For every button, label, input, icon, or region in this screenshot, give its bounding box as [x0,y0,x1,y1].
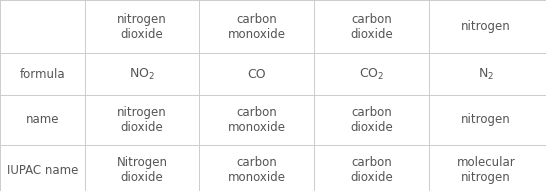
Text: molecular
nitrogen: molecular nitrogen [456,156,515,185]
Text: nitrogen
dioxide: nitrogen dioxide [117,106,167,134]
Text: IUPAC name: IUPAC name [7,164,78,177]
Text: carbon
dioxide: carbon dioxide [350,156,393,185]
Text: formula: formula [20,67,65,81]
Text: NO$_2$: NO$_2$ [129,66,155,82]
Text: CO$_2$: CO$_2$ [359,66,384,82]
Text: carbon
monoxide: carbon monoxide [228,13,286,41]
Text: carbon
monoxide: carbon monoxide [228,156,286,185]
Text: nitrogen
dioxide: nitrogen dioxide [117,13,167,41]
Text: nitrogen: nitrogen [461,20,511,33]
Text: carbon
monoxide: carbon monoxide [228,106,286,134]
Text: N$_2$: N$_2$ [478,66,494,82]
Text: Nitrogen
dioxide: Nitrogen dioxide [116,156,168,185]
Text: carbon
dioxide: carbon dioxide [350,13,393,41]
Text: carbon
dioxide: carbon dioxide [350,106,393,134]
Text: CO: CO [247,67,266,81]
Text: name: name [26,113,59,126]
Text: nitrogen: nitrogen [461,113,511,126]
